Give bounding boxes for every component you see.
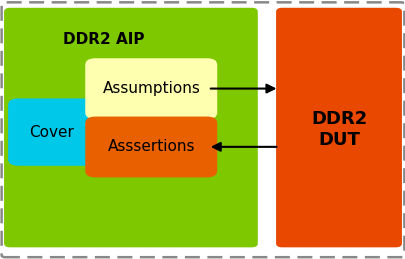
FancyBboxPatch shape bbox=[8, 98, 95, 166]
Text: Assumptions: Assumptions bbox=[102, 81, 200, 96]
Text: DDR2
DUT: DDR2 DUT bbox=[310, 110, 366, 149]
FancyBboxPatch shape bbox=[4, 8, 257, 247]
Text: Asssertions: Asssertions bbox=[107, 139, 195, 154]
FancyBboxPatch shape bbox=[85, 58, 217, 119]
FancyBboxPatch shape bbox=[85, 117, 217, 177]
Text: DDR2 AIP: DDR2 AIP bbox=[63, 32, 144, 47]
Text: Cover: Cover bbox=[30, 125, 74, 140]
FancyBboxPatch shape bbox=[2, 2, 403, 257]
FancyBboxPatch shape bbox=[275, 8, 401, 247]
